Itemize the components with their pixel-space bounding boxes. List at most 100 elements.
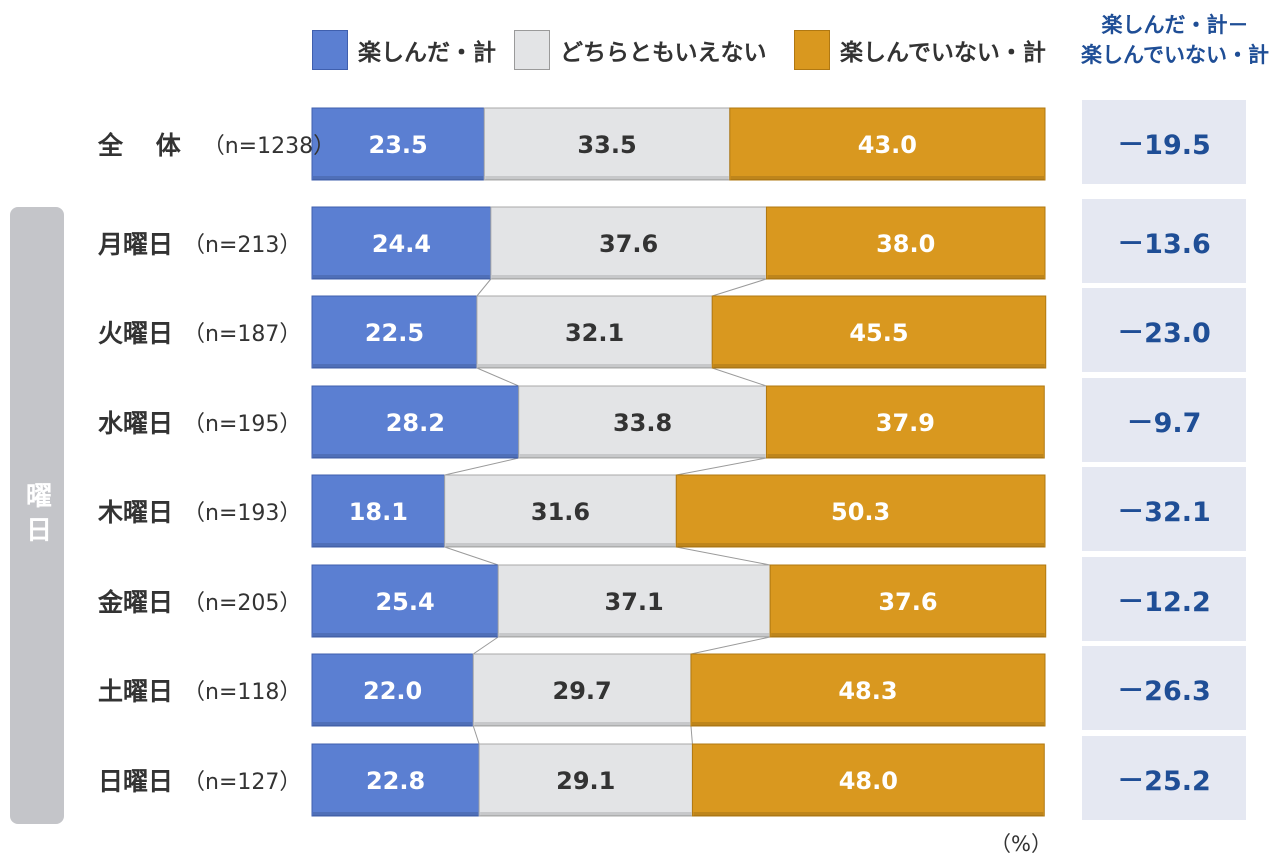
bar-value-label-neutral: 29.1 bbox=[556, 767, 615, 795]
bar-value-label-neutral: 31.6 bbox=[531, 498, 590, 526]
bar-enjoyed bbox=[311, 743, 480, 817]
bar-value-label-neutral: 33.5 bbox=[577, 131, 636, 159]
row-label-friday: 金曜日 （n=205） bbox=[98, 565, 301, 637]
bar-shadow-not-enjoyed bbox=[767, 454, 1044, 458]
row-label-name: 火曜日 bbox=[98, 319, 174, 348]
bar-neutral bbox=[497, 564, 771, 638]
bar-shadow-enjoyed bbox=[313, 543, 444, 547]
bar-shadow-neutral bbox=[477, 364, 712, 368]
bar-shadow-enjoyed bbox=[313, 633, 498, 637]
series-connector-line bbox=[476, 367, 519, 387]
bar-value-label-enjoyed: 23.5 bbox=[369, 131, 428, 159]
bar-value-label-not-enjoyed: 43.0 bbox=[858, 131, 917, 159]
bar-value-label-not-enjoyed: 37.6 bbox=[878, 588, 937, 616]
legend-swatch-enjoyed bbox=[312, 30, 348, 70]
bar-not-enjoyed bbox=[690, 653, 1046, 727]
row-label-count: （n=127） bbox=[183, 770, 302, 795]
series-connector-line bbox=[472, 636, 499, 655]
legend-item-neutral: どちらともいえない bbox=[514, 30, 767, 70]
bar-shadow-not-enjoyed bbox=[730, 176, 1044, 180]
row-label-name: 全 体 bbox=[98, 131, 193, 160]
bar-neutral bbox=[472, 653, 692, 727]
row-label-tuesday: 火曜日 （n=187） bbox=[98, 296, 301, 368]
bar-neutral bbox=[518, 385, 767, 459]
row-label-saturday: 土曜日 （n=118） bbox=[98, 654, 301, 726]
bar-shadow-enjoyed bbox=[313, 275, 490, 279]
bar-value-label-enjoyed: 22.0 bbox=[363, 677, 422, 705]
bar-value-label-enjoyed: 25.4 bbox=[375, 588, 434, 616]
difference-value-saturday: －26.3 bbox=[1082, 646, 1246, 732]
legend-label-enjoyed: 楽しんだ・計 bbox=[358, 40, 496, 66]
row-label-name: 土曜日 bbox=[98, 677, 174, 706]
bar-not-enjoyed bbox=[691, 743, 1045, 817]
bar-value-label-enjoyed: 22.8 bbox=[366, 767, 425, 795]
bar-not-enjoyed bbox=[729, 107, 1046, 181]
bar-neutral bbox=[476, 295, 713, 369]
bar-not-enjoyed bbox=[711, 295, 1047, 369]
bar-value-label-not-enjoyed: 50.3 bbox=[831, 498, 890, 526]
unit-label: （%） bbox=[990, 832, 1052, 856]
bar-neutral bbox=[483, 107, 731, 181]
row-label-name: 金曜日 bbox=[98, 588, 174, 617]
row-label-count: （n=118） bbox=[183, 680, 302, 705]
bar-shadow-not-enjoyed bbox=[693, 812, 1044, 816]
row-label-monday: 月曜日 （n=213） bbox=[98, 207, 301, 279]
bar-enjoyed bbox=[311, 206, 492, 280]
legend-label-not-enjoyed: 楽しんでいない・計 bbox=[840, 40, 1046, 66]
bar-value-label-enjoyed: 28.2 bbox=[386, 409, 445, 437]
series-connector-line bbox=[444, 457, 519, 476]
difference-value-wednesday: －9.7 bbox=[1082, 378, 1246, 464]
bar-enjoyed bbox=[311, 107, 485, 181]
difference-value-total: －19.5 bbox=[1082, 100, 1246, 186]
bar-shadow-neutral bbox=[491, 275, 766, 279]
series-connector-line bbox=[712, 367, 767, 387]
bar-value-label-not-enjoyed: 38.0 bbox=[876, 230, 935, 258]
row-label-count: （n=193） bbox=[183, 501, 302, 526]
bar-enjoyed bbox=[311, 564, 499, 638]
bar-not-enjoyed bbox=[765, 385, 1045, 459]
bar-shadow-enjoyed bbox=[313, 812, 479, 816]
row-label-count: （n=205） bbox=[183, 591, 302, 616]
bar-shadow-not-enjoyed bbox=[713, 364, 1045, 368]
series-connector-line bbox=[690, 725, 693, 745]
bar-value-label-neutral: 32.1 bbox=[565, 319, 624, 347]
bar-value-label-not-enjoyed: 48.3 bbox=[838, 677, 897, 705]
row-label-sunday: 日曜日 （n=127） bbox=[98, 744, 301, 816]
bar-value-label-neutral: 29.7 bbox=[553, 677, 612, 705]
difference-value-sunday: －25.2 bbox=[1082, 736, 1246, 822]
row-label-name: 日曜日 bbox=[98, 767, 174, 796]
bar-neutral bbox=[490, 206, 767, 280]
legend-item-enjoyed: 楽しんだ・計 bbox=[312, 30, 496, 70]
bar-shadow-neutral bbox=[480, 812, 692, 816]
bar-shadow-neutral bbox=[445, 543, 676, 547]
difference-value-thursday: －32.1 bbox=[1082, 467, 1246, 553]
difference-value-friday: －12.2 bbox=[1082, 557, 1246, 643]
bar-shadow-not-enjoyed bbox=[771, 633, 1045, 637]
bar-shadow-enjoyed bbox=[313, 454, 518, 458]
bar-enjoyed bbox=[311, 474, 446, 548]
row-label-count: （n=1238） bbox=[202, 134, 336, 159]
difference-header-line1: 楽しんだ・計－ bbox=[1101, 13, 1249, 37]
bar-shadow-not-enjoyed bbox=[767, 275, 1044, 279]
bar-not-enjoyed bbox=[675, 474, 1046, 548]
bar-shadow-neutral bbox=[485, 176, 729, 180]
bar-enjoyed bbox=[311, 653, 474, 727]
bar-value-label-not-enjoyed: 48.0 bbox=[839, 767, 898, 795]
bar-shadow-neutral bbox=[519, 454, 766, 458]
bar-value-label-enjoyed: 18.1 bbox=[349, 498, 408, 526]
bar-enjoyed bbox=[311, 385, 520, 459]
legend-swatch-neutral bbox=[514, 30, 550, 70]
bar-shadow-enjoyed bbox=[313, 176, 484, 180]
bar-neutral bbox=[478, 743, 693, 817]
bar-value-label-enjoyed: 22.5 bbox=[365, 319, 424, 347]
row-label-name: 木曜日 bbox=[98, 498, 174, 527]
series-connector-line bbox=[676, 546, 771, 566]
row-label-count: （n=187） bbox=[183, 322, 302, 347]
legend-swatch-not-enjoyed bbox=[794, 30, 830, 70]
bar-shadow-neutral bbox=[499, 633, 770, 637]
series-connector-line bbox=[712, 278, 767, 297]
difference-value-tuesday: －23.0 bbox=[1082, 288, 1246, 374]
row-label-wednesday: 水曜日 （n=195） bbox=[98, 386, 301, 458]
bar-not-enjoyed bbox=[765, 206, 1046, 280]
